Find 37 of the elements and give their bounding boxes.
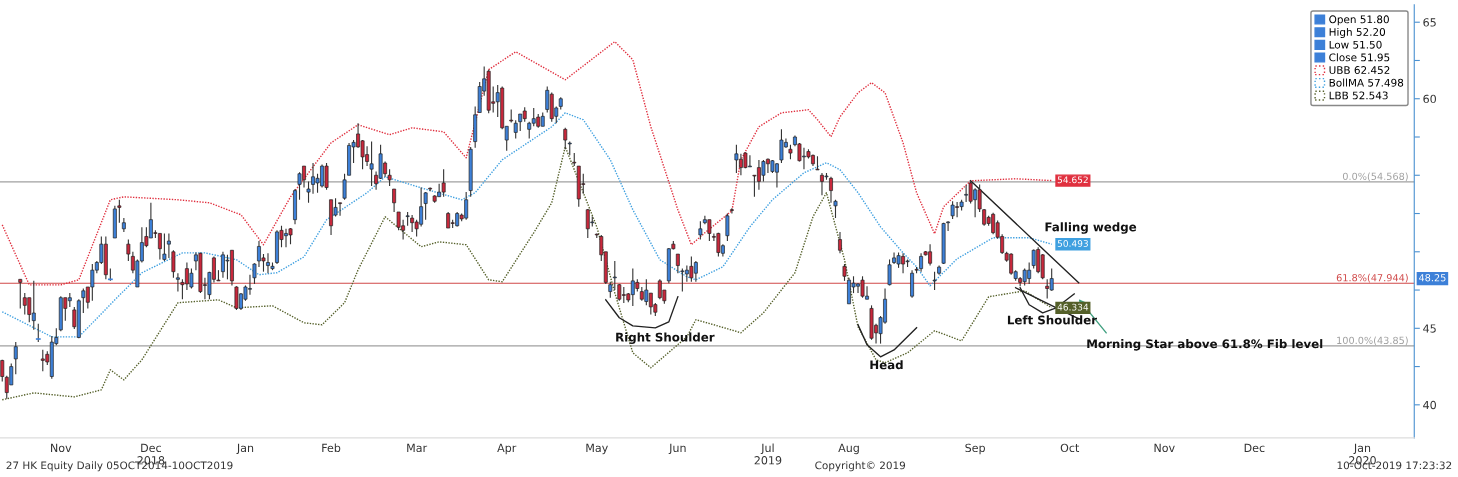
x-tick-label: Mar (407, 443, 428, 453)
annotation: Head (870, 360, 903, 370)
x-tick-label: Feb (322, 443, 341, 453)
x-tick-label: Jul 2019 (754, 443, 782, 465)
annotation: Morning Star above 61.8% Fib level (1087, 339, 1323, 351)
x-tick-label: Nov (1154, 443, 1175, 453)
x-tick-label: Aug (838, 443, 859, 455)
legend-label: UBB 62.452 (1329, 66, 1390, 74)
annotation: Open 51.80 (1329, 15, 1389, 26)
annotation: Right Shoulder (616, 332, 715, 344)
y-tick-label: 60 (1423, 94, 1436, 104)
ref-line-label: 0.0%(54.568) (1342, 172, 1408, 182)
data-label: 54.652 (1057, 176, 1088, 184)
x-tick-label: Apr (497, 443, 517, 455)
text: Copyright© 2019 (815, 461, 906, 472)
data-label: 50.493 (1057, 240, 1088, 247)
x-tick-label: Sep (965, 443, 985, 455)
x-tick-label: Jan (236, 443, 254, 455)
legend-label: LBB 52.543 (1329, 91, 1388, 100)
legend-label: BollMA 57.498 (1329, 78, 1404, 87)
x-tick-label: Jun (668, 443, 686, 455)
annotation: Low 51.50 (1329, 40, 1382, 49)
x-tick-label: Oct (1060, 443, 1080, 453)
x-tick-label: Dec (1244, 443, 1265, 453)
x-tick-label: May (586, 443, 608, 455)
y-tick-label: 65 (1423, 18, 1436, 27)
text: 48.25 (1418, 274, 1446, 282)
annotation: Left Shoulder (1007, 315, 1097, 325)
ref-line-label: 61.8%(47.944) (1336, 273, 1408, 283)
annotation: High 52.20 (1329, 27, 1386, 38)
x-tick-label: Nov (51, 443, 72, 453)
y-tick-label: 40 (1423, 400, 1436, 410)
annotation: Close 51.95 (1329, 53, 1390, 62)
annotation: Falling wedge (1045, 222, 1137, 234)
ref-line-label: 100.0%(43.85) (1337, 336, 1408, 346)
data-label: 46.334 (1057, 303, 1089, 311)
y-tick-label: 45 (1423, 324, 1436, 333)
